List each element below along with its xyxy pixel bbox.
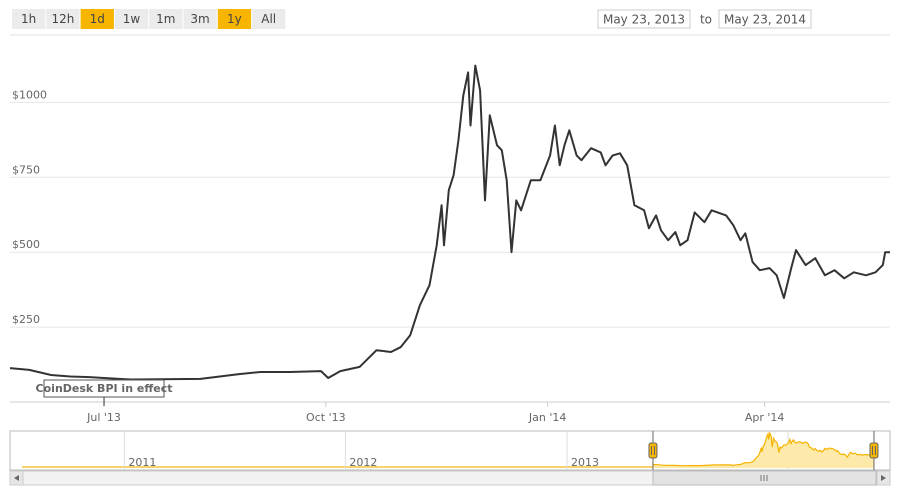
range-button[interactable] <box>46 9 80 29</box>
y-tick-label: $500 <box>12 238 40 251</box>
scroll-right-arrow <box>881 475 886 481</box>
range-button[interactable] <box>217 9 252 29</box>
annotation-box <box>43 379 165 398</box>
y-tick-label: $1000 <box>12 88 47 101</box>
range-button-label[interactable]: 3m <box>190 12 209 26</box>
to-date-box[interactable] <box>718 9 812 29</box>
range-button[interactable] <box>149 9 183 29</box>
range-button-label[interactable]: 1y <box>227 12 242 26</box>
range-button-label[interactable]: 12h <box>51 12 74 26</box>
range-button-label[interactable]: 1w <box>123 12 141 26</box>
navigator-tick-label: 2013 <box>571 456 599 469</box>
x-tick-label: Jan '14 <box>528 411 566 424</box>
y-tick-label: $250 <box>12 313 40 326</box>
navigator-tick-label: 2011 <box>128 456 156 469</box>
navigator-area <box>652 433 874 468</box>
x-tick-label: Apr '14 <box>745 411 785 424</box>
range-button-label[interactable]: All <box>261 12 276 26</box>
to-label: to <box>700 13 712 27</box>
from-date[interactable]: May 23, 2013 <box>603 13 685 27</box>
range-button-label[interactable]: 1d <box>90 12 105 26</box>
range-button[interactable] <box>114 9 149 29</box>
navigator-handle[interactable] <box>648 442 658 459</box>
range-button-label[interactable]: 1m <box>156 12 175 26</box>
x-tick-label: Jul '13 <box>86 411 121 424</box>
y-tick-label: $750 <box>12 163 40 176</box>
navigator-handle-grip <box>650 446 655 455</box>
to-date[interactable]: May 23, 2014 <box>724 13 806 27</box>
from-date-box[interactable] <box>597 9 691 29</box>
range-button[interactable] <box>252 9 286 29</box>
navigator-tick-label: 2012 <box>349 456 377 469</box>
navigator-line <box>652 431 874 467</box>
scrollbar-grip <box>760 475 768 481</box>
range-button-label[interactable]: 1h <box>21 12 36 26</box>
navigator-handle-grip <box>871 446 876 455</box>
range-button[interactable] <box>183 9 217 29</box>
price-line <box>9 64 890 381</box>
x-tick-label: Oct '13 <box>306 411 346 424</box>
range-button[interactable] <box>12 9 46 29</box>
scroll-left-arrow <box>14 475 19 481</box>
range-button[interactable] <box>80 9 114 29</box>
annotation-label: CoinDesk BPI in effect <box>36 382 173 395</box>
navigator-handle[interactable] <box>869 442 879 459</box>
